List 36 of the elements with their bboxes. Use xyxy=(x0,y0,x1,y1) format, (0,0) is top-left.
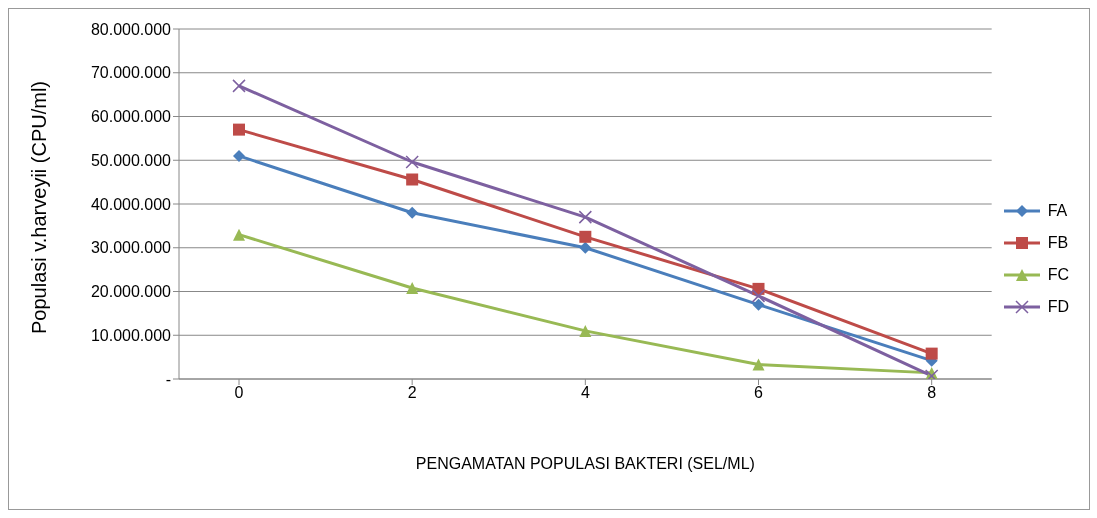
point xyxy=(233,228,245,241)
x-tick-label: 6 xyxy=(754,384,764,402)
y-tick-label: 20.000.000 xyxy=(90,283,172,301)
y-tick-label: 70.000.000 xyxy=(90,64,172,82)
point xyxy=(405,155,419,169)
x-tick-label: 8 xyxy=(927,384,937,402)
x-tick-label: 2 xyxy=(407,384,417,402)
y-tick-label: - xyxy=(165,370,171,388)
point xyxy=(406,206,419,219)
point xyxy=(579,324,592,337)
legend-label: FA xyxy=(1047,202,1068,220)
legend-label: FB xyxy=(1047,234,1069,252)
legend-label: FD xyxy=(1047,298,1069,316)
y-tick-label: 10.000.000 xyxy=(90,326,172,344)
point xyxy=(752,298,765,311)
y-tick-label: 80.000.000 xyxy=(90,20,172,38)
point xyxy=(232,79,246,93)
y-axis-title: Populasi v.harveyii (CPU/ml) xyxy=(28,80,51,334)
point xyxy=(579,230,592,243)
legend-label: FC xyxy=(1047,266,1069,284)
y-tick-label: 40.000.000 xyxy=(90,195,172,213)
point xyxy=(751,289,766,303)
y-tick-label: 60.000.000 xyxy=(90,108,172,126)
point xyxy=(233,149,245,162)
point xyxy=(406,282,419,294)
x-tick-label: 0 xyxy=(234,384,244,402)
point xyxy=(233,123,245,136)
point xyxy=(578,210,593,224)
x-tick-label: 4 xyxy=(580,384,590,402)
point xyxy=(406,173,419,186)
x-axis-title: PENGAMATAN POPULASI BAKTERI (SEL/ML) xyxy=(415,455,755,472)
point xyxy=(579,241,592,254)
point xyxy=(925,347,938,360)
point xyxy=(752,358,765,371)
y-tick-label: 50.000.000 xyxy=(90,151,172,169)
y-tick-label: 30.000.000 xyxy=(90,239,172,257)
